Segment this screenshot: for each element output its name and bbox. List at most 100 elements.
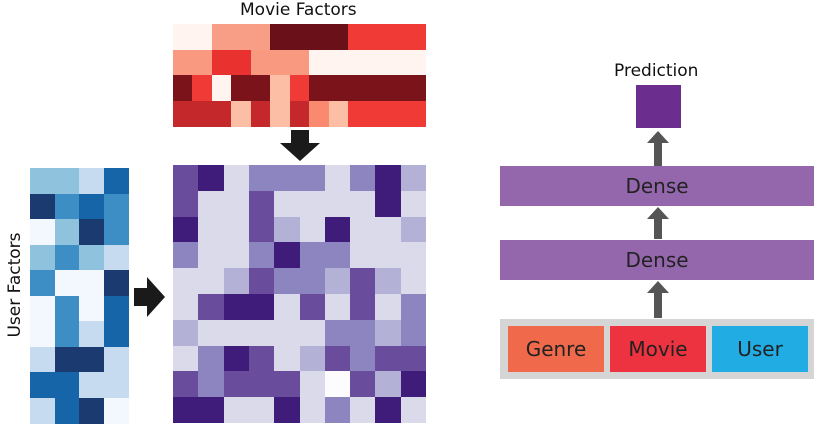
dense-top-label: Dense — [625, 174, 689, 198]
rating-cell — [173, 216, 199, 243]
rating-cell — [375, 242, 402, 269]
rating-cell — [324, 294, 351, 321]
user-factor-cell — [54, 244, 80, 271]
rating-cell — [350, 294, 376, 321]
rating-cell — [173, 345, 199, 372]
rating-cell — [173, 165, 199, 192]
rating-cell — [223, 216, 250, 243]
movie-factor-cell — [250, 100, 271, 127]
rating-cell — [400, 319, 427, 347]
user-factor-cell — [79, 346, 104, 373]
rating-cell — [375, 216, 402, 243]
movie-factor-cell — [192, 24, 213, 50]
movie-factor-cell — [173, 75, 193, 101]
user-factor-cell — [79, 219, 104, 245]
user-factor-cell — [30, 244, 55, 271]
user-factors-heatmap — [30, 168, 129, 424]
user-factor-cell — [30, 270, 55, 296]
user-factor-cell — [54, 168, 80, 194]
rating-cell — [173, 268, 199, 295]
movie-factor-cell — [387, 24, 408, 50]
movie-factor-cell — [173, 24, 193, 50]
movie-factor-cell — [173, 49, 193, 76]
movie-factor-cell — [270, 24, 291, 50]
movie-factor-cell — [289, 100, 310, 127]
movie-input-box: Movie — [610, 326, 706, 372]
rating-cell — [198, 345, 225, 372]
arrow-up-icon — [647, 207, 669, 239]
movie-factor-cell — [211, 24, 232, 50]
movie-factor-cell — [250, 24, 271, 50]
rating-cell — [198, 216, 225, 243]
rating-cell — [248, 165, 275, 192]
user-factor-cell — [54, 295, 80, 322]
rating-cell — [248, 268, 275, 295]
movie-factors-heatmap — [173, 24, 427, 127]
user-factor-cell — [30, 193, 55, 220]
user-factor-cell — [103, 168, 129, 194]
rating-cell — [248, 190, 275, 218]
ratings-matrix-heatmap — [173, 165, 427, 424]
dense-top-box: Dense — [500, 166, 814, 206]
rating-cell — [400, 268, 427, 295]
rating-cell — [299, 190, 326, 218]
movie-factor-cell — [289, 75, 310, 101]
rating-cell — [223, 242, 250, 269]
rating-cell — [299, 319, 326, 347]
rating-cell — [173, 371, 199, 398]
movie-factor-cell — [250, 75, 271, 101]
rating-cell — [299, 268, 326, 295]
rating-cell — [248, 371, 275, 398]
rating-cell — [223, 319, 250, 347]
arrow-up-icon — [647, 131, 669, 166]
rating-cell — [324, 397, 351, 424]
user-factor-cell — [79, 193, 104, 220]
rating-cell — [299, 397, 326, 424]
user-factor-cell — [79, 270, 104, 296]
movie-factor-cell — [270, 75, 291, 101]
arrow-up-icon — [647, 281, 669, 318]
movie-factor-cell — [309, 100, 330, 127]
rating-cell — [248, 216, 275, 243]
rating-cell — [223, 294, 250, 321]
rating-cell — [350, 397, 376, 424]
rating-cell — [324, 268, 351, 295]
rating-cell — [173, 242, 199, 269]
user-factor-cell — [103, 193, 129, 220]
prediction-box — [636, 85, 681, 128]
down-arrow-icon — [280, 130, 320, 161]
rating-cell — [274, 294, 300, 321]
rating-cell — [274, 371, 300, 398]
rating-cell — [350, 345, 376, 372]
rating-cell — [350, 371, 376, 398]
rating-cell — [400, 165, 427, 192]
movie-factor-cell — [367, 100, 388, 127]
movie-factor-cell — [348, 75, 369, 101]
user-factor-cell — [103, 244, 129, 271]
user-factor-cell — [103, 346, 129, 373]
rating-cell — [248, 242, 275, 269]
user-factor-cell — [79, 321, 104, 347]
dense-bottom-label: Dense — [625, 248, 689, 272]
movie-factor-cell — [211, 75, 232, 101]
dense-bottom-box: Dense — [500, 240, 814, 280]
user-factor-cell — [79, 372, 104, 398]
movie-factor-cell — [387, 100, 408, 127]
rating-cell — [375, 165, 402, 192]
rating-cell — [274, 165, 300, 192]
movie-factor-cell — [192, 75, 213, 101]
user-factor-cell — [54, 346, 80, 373]
movie-factor-cell — [348, 100, 369, 127]
rating-cell — [274, 268, 300, 295]
user-factor-cell — [79, 295, 104, 322]
user-factor-cell — [79, 397, 104, 424]
movie-factor-cell — [289, 49, 310, 76]
rating-cell — [400, 190, 427, 218]
rating-cell — [198, 268, 225, 295]
rating-cell — [223, 345, 250, 372]
user-factor-cell — [79, 244, 104, 271]
movie-factor-cell — [231, 24, 252, 50]
rating-cell — [173, 397, 199, 424]
movie-factor-cell — [309, 49, 330, 76]
rating-cell — [299, 371, 326, 398]
